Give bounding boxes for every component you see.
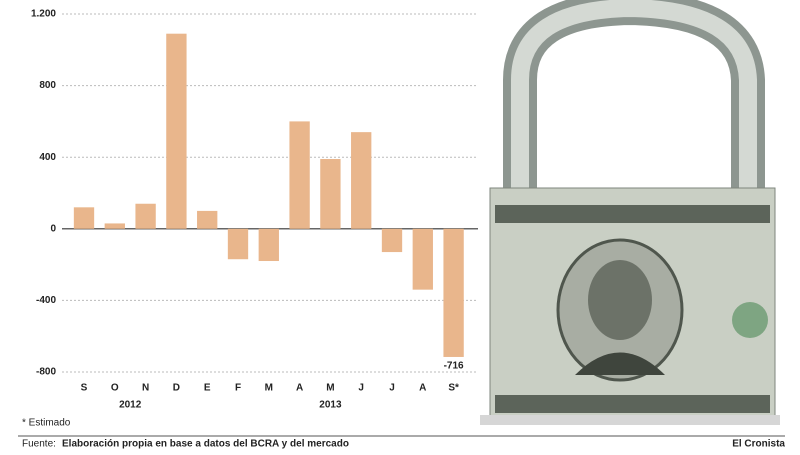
bar (104, 223, 125, 229)
x-tick-label: S* (448, 383, 459, 394)
year-label: 2013 (319, 400, 342, 411)
x-tick-label: J (358, 383, 364, 394)
footnote: * Estimado (22, 418, 71, 429)
x-tick-label: S (81, 383, 88, 394)
x-tick-label: A (419, 383, 426, 394)
y-tick-label: -800 (36, 367, 56, 378)
x-tick-label: F (235, 383, 241, 394)
y-tick-label: 400 (39, 152, 56, 163)
source-label: Fuente: (22, 439, 56, 450)
bar (135, 203, 156, 229)
y-tick-label: -400 (36, 295, 56, 306)
x-tick-label: N (142, 383, 149, 394)
bar (73, 207, 95, 229)
bar (197, 210, 218, 229)
year-label: 2012 (119, 400, 142, 411)
publisher: El Cronista (732, 439, 785, 450)
x-tick-label: A (296, 383, 303, 394)
x-tick-label: J (389, 383, 395, 394)
padlock-illustration (480, 0, 780, 425)
bar (289, 121, 310, 229)
bar (351, 132, 372, 229)
bar (166, 33, 187, 229)
bar (412, 228, 433, 290)
bar (227, 228, 249, 260)
y-tick-label: 800 (39, 80, 56, 91)
x-tick-label: M (265, 383, 273, 394)
value-label: -716 (444, 361, 464, 372)
bar (381, 228, 403, 253)
bar (258, 228, 279, 262)
x-tick-label: D (173, 383, 180, 394)
y-tick-label: 1.200 (31, 9, 56, 20)
bar (443, 228, 464, 357)
x-tick-label: M (326, 383, 334, 394)
x-tick-label: E (204, 383, 211, 394)
y-tick-label: 0 (50, 223, 56, 234)
bar (320, 158, 341, 229)
source: Elaboración propia en base a datos del B… (62, 439, 349, 450)
x-tick-label: O (111, 383, 119, 394)
